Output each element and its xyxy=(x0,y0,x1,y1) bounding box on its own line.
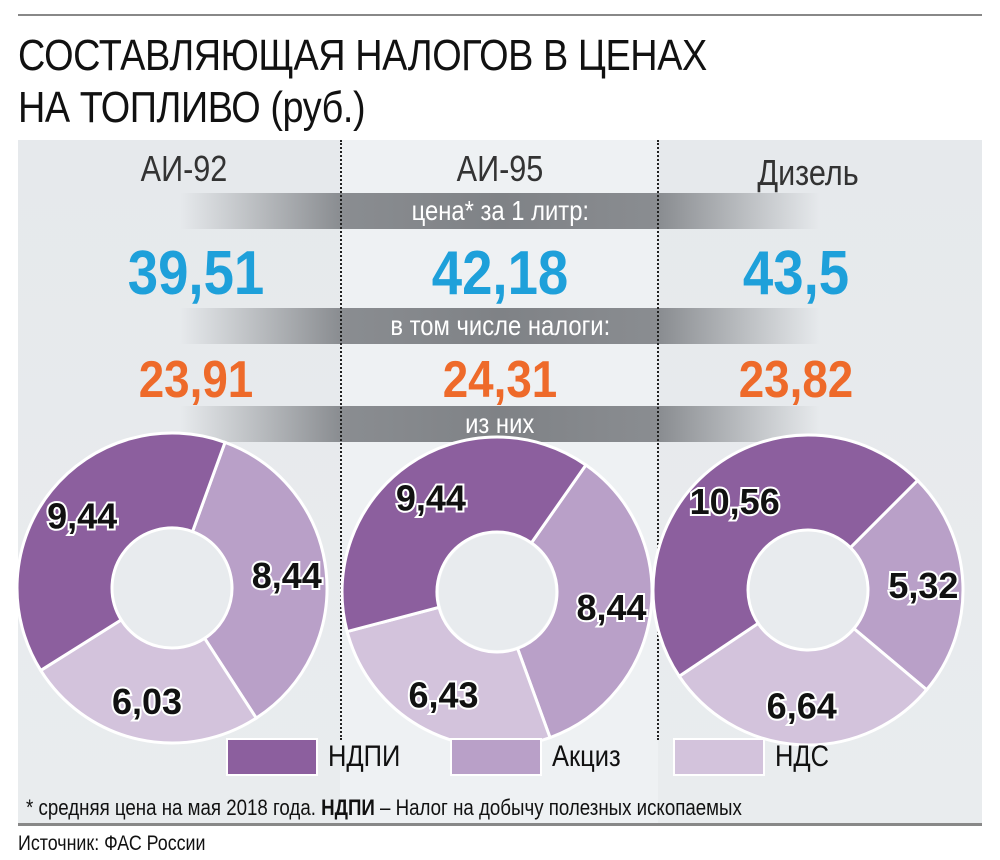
band-price: цена* за 1 литр: xyxy=(180,193,820,229)
band-of-them: из них xyxy=(180,406,820,442)
band-taxes: в том числе налоги: xyxy=(180,308,820,344)
tax-ai92: 23,91 xyxy=(138,351,254,409)
legend-label: Акциз xyxy=(552,740,621,773)
legend-nds: НДС xyxy=(673,737,839,777)
donut-hole xyxy=(439,534,555,650)
donut-label: 5,32 xyxy=(888,565,958,606)
donut-label: 10,56 xyxy=(690,481,780,522)
legend-swatch xyxy=(226,738,318,776)
tax-ai95: 24,31 xyxy=(442,351,558,409)
column-header-diesel: Дизель xyxy=(757,152,859,193)
column-header-ai95: АИ-95 xyxy=(456,148,544,189)
donut-slice-akciz xyxy=(515,462,654,740)
donut-label: 9,44 xyxy=(47,495,117,536)
page-title: СОСТАВЛЯЮЩАЯ НАЛОГОВ В ЦЕНАХ НА ТОПЛИВО … xyxy=(18,30,707,134)
donut-label: 6,64 xyxy=(767,685,837,726)
tax-diesel: 23,82 xyxy=(738,351,854,409)
price-ai95: 42,18 xyxy=(431,239,569,308)
legend-label: НДС xyxy=(775,740,830,773)
column-header-ai92: АИ-92 xyxy=(140,148,228,189)
donut-slice-nds xyxy=(38,617,259,745)
donut-label: 6,43 xyxy=(408,674,478,715)
donut-slice-ndpi xyxy=(340,435,588,634)
column-divider xyxy=(657,140,659,740)
donut-slice-ndpi xyxy=(15,431,227,673)
donut-hole xyxy=(750,532,866,648)
top-rule xyxy=(18,14,982,16)
source: Источник: ФАС России xyxy=(18,832,206,855)
price-ai92: 39,51 xyxy=(127,239,265,308)
legend-ndpi: НДПИ xyxy=(226,737,413,777)
donut-slice-akciz xyxy=(190,440,329,721)
donut-slice-akciz xyxy=(848,478,965,692)
footnote-text: – Налог на добычу полезных ископаемых xyxy=(374,795,742,820)
column-divider xyxy=(340,140,342,740)
legend-label: НДПИ xyxy=(328,740,401,773)
legend-akciz: Акциз xyxy=(450,737,633,777)
donut-hole xyxy=(114,530,230,646)
donut-label: 6,03 xyxy=(112,681,182,722)
band-taxes-label: в том числе налоги: xyxy=(390,310,610,341)
title-line-2: НА ТОПЛИВО (руб.) xyxy=(18,83,366,132)
legend-swatch xyxy=(450,738,542,776)
legend-swatch xyxy=(673,738,765,776)
donut-label: 8,44 xyxy=(252,555,322,596)
bottom-rule xyxy=(18,823,982,826)
band-price-label: цена* за 1 литр: xyxy=(411,195,589,226)
footnote-bold: НДПИ xyxy=(321,795,375,820)
price-diesel: 43,5 xyxy=(742,239,850,308)
donut-slice-ndpi xyxy=(651,433,920,679)
title-line-1: СОСТАВЛЯЮЩАЯ НАЛОГОВ В ЦЕНАХ xyxy=(18,31,707,80)
donut-label: 8,44 xyxy=(576,587,646,628)
donut-slice-nds xyxy=(677,621,929,747)
band-of-them-label: из них xyxy=(465,408,535,439)
donut-label: 9,44 xyxy=(396,477,466,518)
footnote: * средняя цена на мая 2018 года. НДПИ – … xyxy=(26,795,742,821)
footnote-text: * средняя цена на мая 2018 года. xyxy=(26,795,322,820)
